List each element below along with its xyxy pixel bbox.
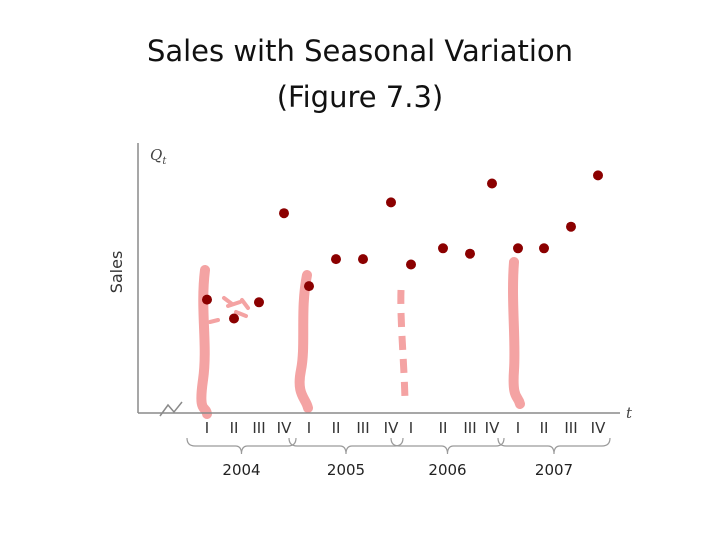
quarter-tick-label: IV [485, 419, 500, 437]
x-axis-symbol: t [626, 404, 633, 422]
data-point [513, 243, 523, 254]
y-axis-symbol: Qt [150, 146, 167, 167]
year-label: 2006 [428, 461, 466, 479]
quarter-tick-labels: I II III IV I II III IV I II III IV I II III IV [205, 419, 606, 437]
seasonal-band-2005 [294, 270, 313, 413]
quarter-tick-label: I [409, 419, 413, 437]
quarter-tick-label: IV [384, 419, 399, 437]
data-point [386, 197, 396, 208]
data-point [358, 254, 368, 265]
quarter-tick-label: III [564, 419, 577, 437]
data-point [331, 254, 341, 265]
seasonal-band-2007 [508, 257, 525, 409]
year-brace [186, 437, 297, 455]
quarter-tick-label: I [205, 419, 209, 437]
data-point [465, 248, 475, 259]
data-point [406, 259, 416, 270]
seasonal-band-2004 [196, 265, 212, 419]
year-brace [390, 437, 505, 455]
chart-title: Sales with Seasonal Variation [146, 34, 574, 68]
data-points [202, 170, 603, 324]
year-brace [288, 437, 404, 455]
data-point [593, 170, 603, 181]
quarter-tick-label: I [307, 419, 311, 437]
year-label: 2005 [327, 461, 365, 479]
quarter-tick-label: III [463, 419, 476, 437]
quarter-tick-label: III [252, 419, 265, 437]
quarter-tick-label: II [230, 419, 239, 437]
seasonal-bands [196, 257, 525, 419]
year-label: 2004 [222, 461, 260, 479]
data-point [304, 281, 314, 292]
quarter-tick-label: II [439, 419, 448, 437]
quarter-tick-label: II [540, 419, 549, 437]
quarter-tick-label: III [356, 419, 369, 437]
year-label: 2007 [535, 461, 573, 479]
data-point [202, 294, 212, 305]
quarter-tick-label: II [332, 419, 341, 437]
axes [137, 143, 620, 417]
data-point [487, 178, 497, 189]
axis-break-icon [159, 401, 183, 417]
data-point [279, 208, 289, 219]
seasonal-scribble-2004 [208, 296, 250, 324]
quarter-tick-label: IV [591, 419, 606, 437]
data-point [438, 243, 448, 254]
data-point [566, 221, 576, 232]
quarter-tick-label: I [516, 419, 520, 437]
data-point [254, 297, 264, 308]
year-labels: 2004 2005 2006 2007 [222, 461, 573, 479]
data-point [229, 313, 239, 324]
year-braces [186, 437, 611, 455]
quarter-tick-label: IV [277, 419, 292, 437]
data-point [539, 243, 549, 254]
y-axis-label: Sales [107, 251, 126, 294]
seasonal-band-2006 [397, 289, 409, 401]
chart-subtitle: (Figure 7.3) [276, 80, 444, 114]
year-brace [497, 437, 611, 455]
